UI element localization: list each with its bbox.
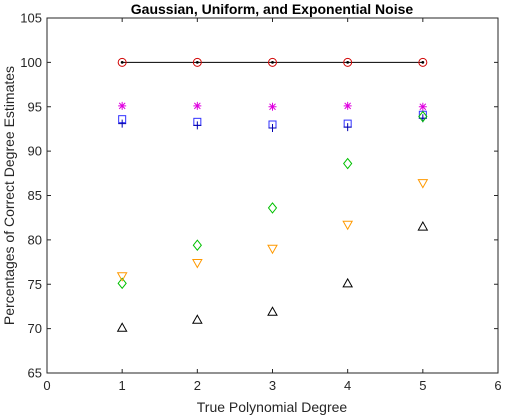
y-tick-label: 65: [28, 366, 42, 381]
data-marks: [116, 57, 429, 332]
point-plus-2: [193, 121, 202, 130]
x-axis-label: True Polynomial Degree: [197, 399, 348, 415]
point-plus-4: [343, 123, 352, 132]
point-diamond-1: [117, 277, 127, 290]
point-plus-3: [268, 124, 277, 133]
point-dot-2: [195, 60, 199, 64]
y-tick-label: 85: [28, 188, 42, 203]
point-triangle-down-4: [342, 220, 354, 231]
point-diamond-3: [267, 202, 278, 214]
point-triangle-down-1: [116, 272, 128, 282]
point-circle-5: [418, 57, 428, 67]
point-diamond-2: [192, 239, 202, 252]
point-asterisk-2: [193, 101, 202, 110]
point-dot-1: [120, 60, 124, 64]
point-triangle-down-3: [267, 244, 278, 255]
point-triangle-up-5: [417, 221, 429, 231]
x-tick-label: 5: [419, 378, 426, 393]
y-axis-label: Percentages of Correct Degree Estimates: [1, 66, 17, 325]
point-triangle-up-1: [116, 322, 128, 332]
point-circle-1: [117, 57, 127, 67]
point-triangle-down-5: [417, 179, 429, 189]
point-asterisk-4: [343, 101, 352, 110]
x-tick-label: 3: [269, 378, 276, 393]
y-tick-label: 80: [28, 232, 42, 247]
point-circle-2: [192, 57, 202, 67]
x-tick-label: 1: [119, 378, 126, 393]
axis-ticks: 0 1 2 3 4 5 6 65 70 75 80 85 90 95 100 105: [20, 11, 501, 394]
y-tick-label: 90: [28, 144, 42, 159]
point-dot-5: [421, 60, 425, 64]
point-triangle-down-2: [191, 258, 203, 269]
y-tick-label: 70: [28, 321, 42, 336]
y-tick-label: 100: [20, 55, 42, 70]
point-dot-4: [346, 60, 350, 64]
chart-title: Gaussian, Uniform, and Exponential Noise: [131, 1, 414, 17]
point-plus-1: [118, 119, 127, 128]
point-triangle-up-4: [342, 277, 354, 288]
point-asterisk-5: [418, 102, 427, 111]
y-tick-label: 75: [28, 277, 42, 292]
plot-area: [46, 17, 499, 374]
point-dot-3: [271, 60, 274, 64]
point-asterisk-1: [118, 101, 127, 110]
y-tick-label: 105: [20, 11, 42, 26]
point-triangle-up-3: [267, 306, 278, 316]
y-tick-label: 95: [28, 99, 42, 114]
x-tick-label: 0: [43, 378, 50, 393]
point-circle-4: [343, 57, 353, 67]
point-circle-3: [268, 57, 277, 67]
point-triangle-up-2: [191, 314, 203, 324]
point-diamond-4: [343, 157, 353, 170]
x-tick-label: 4: [344, 378, 351, 393]
point-diamond-5: [418, 110, 428, 123]
point-asterisk-3: [268, 102, 277, 111]
x-tick-label: 2: [194, 378, 201, 393]
x-tick-label: 6: [494, 378, 501, 393]
